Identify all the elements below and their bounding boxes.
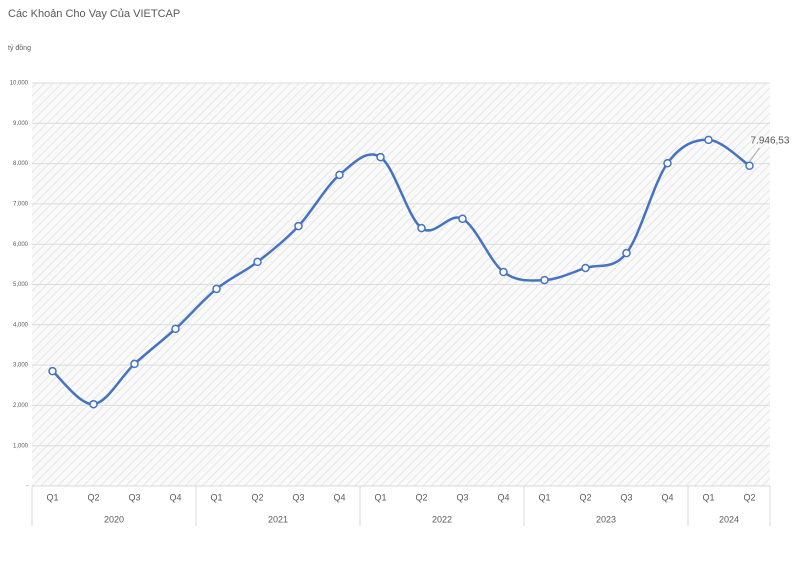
marker <box>48 366 57 376</box>
marker <box>212 284 221 294</box>
marker <box>294 221 303 231</box>
y-tick-label: 4,000 <box>13 322 29 328</box>
x-tick-label: Q2 <box>87 492 99 502</box>
x-tick-label: Q4 <box>333 492 345 502</box>
x-tick-label: Q3 <box>620 492 632 502</box>
x-group-label: 2021 <box>268 514 288 524</box>
marker <box>253 257 262 267</box>
marker <box>130 359 139 369</box>
x-tick-label: Q3 <box>128 492 140 502</box>
y-tick-label: 9,000 <box>13 121 29 127</box>
marker <box>581 263 590 273</box>
y-tick-label: 7,000 <box>13 201 29 207</box>
marker <box>335 170 344 180</box>
x-group-label: 2020 <box>104 514 124 524</box>
y-tick-label: 5,000 <box>13 282 29 288</box>
marker <box>622 248 631 258</box>
x-tick-label: Q2 <box>251 492 263 502</box>
x-tick-label: Q2 <box>743 492 755 502</box>
x-tick-label: Q4 <box>661 492 673 502</box>
marker <box>171 324 180 334</box>
x-tick-label: Q4 <box>169 492 181 502</box>
y-tick-label: - <box>26 484 28 490</box>
y-tick-label: 10,000 <box>10 81 29 87</box>
marker <box>499 267 508 277</box>
x-tick-label: Q1 <box>702 492 714 502</box>
x-group-label: 2022 <box>432 514 452 524</box>
marker <box>417 223 426 233</box>
x-tick-label: Q2 <box>579 492 591 502</box>
y-axis-label: tỷ đồng <box>8 43 31 52</box>
label-leader <box>749 147 760 163</box>
marker <box>663 158 672 168</box>
y-tick-label: 1,000 <box>13 443 29 449</box>
x-tick-label: Q1 <box>538 492 550 502</box>
y-tick-label: 3,000 <box>13 363 29 369</box>
marker <box>745 161 754 171</box>
x-tick-label: Q2 <box>415 492 427 502</box>
marker <box>376 152 385 162</box>
x-tick-label: Q3 <box>456 492 468 502</box>
y-tick-label: 2,000 <box>13 403 29 409</box>
x-tick-label: Q1 <box>210 492 222 502</box>
y-tick-label: 8,000 <box>13 161 29 167</box>
x-group-label: 2023 <box>596 514 616 524</box>
chart-title: Các Khoản Cho Vay Của VIETCAP <box>8 8 180 20</box>
marker <box>458 214 467 224</box>
x-tick-label: Q1 <box>374 492 386 502</box>
marker <box>540 275 549 285</box>
marker <box>89 399 98 409</box>
x-tick-label: Q4 <box>497 492 509 502</box>
data-label: 7.946,53 <box>751 135 790 146</box>
marker <box>704 135 713 145</box>
x-tick-label: Q1 <box>46 492 58 502</box>
y-tick-label: 6,000 <box>13 242 29 248</box>
x-tick-label: Q3 <box>292 492 304 502</box>
x-group-label: 2024 <box>719 514 739 524</box>
